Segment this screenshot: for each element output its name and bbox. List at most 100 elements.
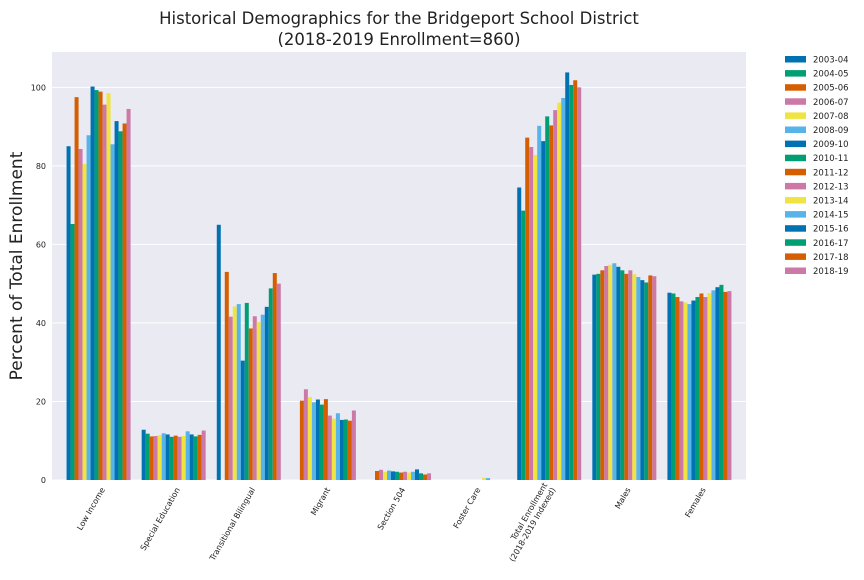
- y-tick-label: 20: [36, 397, 46, 406]
- bar: [169, 436, 174, 480]
- bar: [153, 436, 158, 480]
- x-tick-labels: Low Income Special Education Transitional …: [75, 481, 707, 563]
- bar: [181, 436, 186, 480]
- bar: [90, 86, 95, 481]
- bar: [161, 433, 166, 480]
- bar: [545, 116, 550, 481]
- bar: [608, 264, 613, 480]
- bar: [648, 275, 653, 480]
- x-tick-label: Females: [683, 486, 707, 519]
- y-axis-label: Percent of Total Enrollment: [7, 151, 27, 380]
- bar: [411, 471, 415, 480]
- x-tick-label: Foster Care: [452, 486, 483, 530]
- bar: [687, 304, 692, 480]
- bar: [703, 297, 708, 480]
- y-tick-labels: 0 20 40 60 80 100: [31, 83, 46, 485]
- bar: [323, 399, 328, 480]
- bar: [299, 400, 304, 480]
- legend-label: 2010-11: [813, 154, 849, 164]
- legend-label: 2004-05: [813, 70, 849, 80]
- legend-swatch: [785, 126, 806, 133]
- bar: [232, 306, 237, 480]
- bar: [311, 402, 316, 480]
- bar: [201, 430, 206, 480]
- bar: [671, 293, 676, 480]
- bar: [537, 125, 542, 480]
- legend-swatch: [785, 253, 806, 260]
- bar: [719, 284, 724, 480]
- x-tick-label-line: Foster Care: [452, 486, 483, 530]
- bar: [592, 274, 597, 480]
- bar: [391, 471, 395, 480]
- bar: [260, 314, 265, 480]
- bar: [727, 291, 732, 480]
- bar: [632, 274, 637, 480]
- bar: [141, 429, 146, 480]
- x-tick-label: Section 504: [376, 486, 408, 532]
- bar: [228, 316, 233, 480]
- legend-label: 2007-08: [813, 112, 849, 122]
- x-tick-label: Special Education: [139, 486, 182, 552]
- bar: [553, 110, 558, 481]
- bar: [600, 270, 605, 480]
- legend-label: 2017-18: [813, 253, 849, 263]
- bar: [177, 436, 182, 480]
- bar: [399, 472, 403, 480]
- bar: [644, 282, 649, 480]
- bar: [236, 304, 241, 480]
- x-tick-label-line: Special Education: [139, 486, 182, 552]
- legend-swatch: [785, 182, 806, 190]
- bar: [157, 435, 162, 480]
- bar: [256, 322, 261, 480]
- bars: [66, 72, 732, 481]
- bar: [165, 434, 170, 480]
- y-tick-label: 40: [36, 319, 46, 328]
- bar: [707, 293, 712, 480]
- legend-label: 2006-07: [813, 98, 849, 108]
- bar: [383, 471, 387, 480]
- bar: [423, 474, 427, 480]
- bar: [667, 292, 672, 480]
- bar: [70, 223, 75, 481]
- bar: [122, 123, 127, 481]
- x-tick-label: Transitional Bilingual: [207, 486, 257, 563]
- bar: [525, 137, 530, 480]
- bar: [596, 273, 601, 480]
- y-tick-label: 0: [41, 476, 46, 485]
- x-tick-label: Low Income: [75, 486, 107, 532]
- bar: [173, 435, 178, 480]
- bar: [102, 104, 107, 481]
- bar: [711, 290, 716, 480]
- bar: [276, 283, 281, 480]
- x-tick-label-line: Transitional Bilingual: [207, 486, 257, 563]
- bar: [224, 271, 229, 480]
- legend-label: 2012-13: [813, 182, 849, 192]
- bar: [197, 434, 202, 480]
- legend-label: 2005-06: [813, 84, 849, 94]
- bar: [248, 328, 253, 480]
- bar: [114, 121, 119, 481]
- legend-swatch: [785, 211, 806, 218]
- chart-subtitle: (2018-2019 Enrollment=860): [277, 30, 520, 49]
- bar: [375, 470, 379, 480]
- bar: [244, 302, 249, 480]
- legend-label: 2013-14: [813, 197, 849, 207]
- legend-swatch: [785, 84, 806, 91]
- bar: [624, 273, 629, 480]
- bar: [403, 471, 407, 480]
- bar: [264, 306, 269, 480]
- bar: [573, 80, 578, 481]
- bar: [415, 469, 419, 480]
- bar: [533, 154, 538, 480]
- bar: [307, 397, 312, 480]
- bar: [331, 418, 336, 480]
- x-tick-label-line: Low Income: [75, 486, 107, 532]
- bar: [240, 360, 245, 480]
- bar: [577, 87, 582, 480]
- y-tick-label: 100: [31, 83, 46, 92]
- bar: [561, 97, 566, 480]
- bar: [407, 472, 411, 480]
- bar: [66, 146, 71, 481]
- bar: [185, 431, 190, 480]
